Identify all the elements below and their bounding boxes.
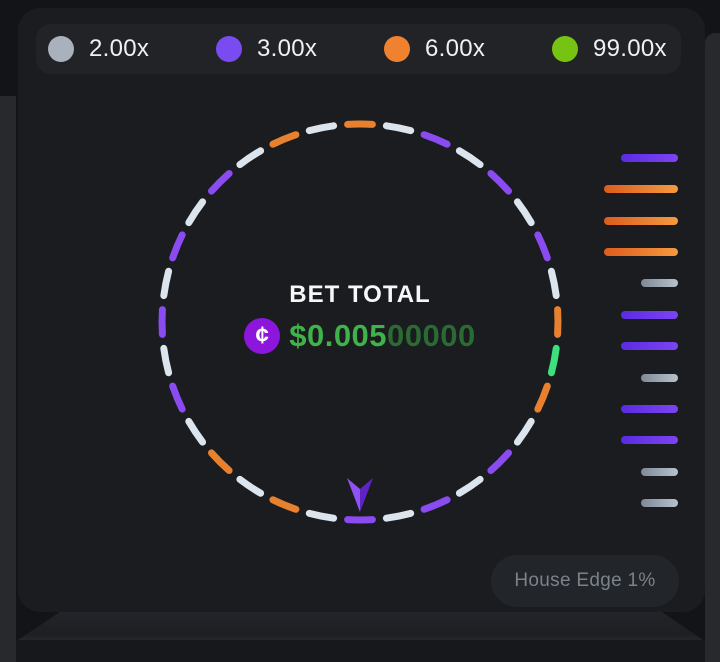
- legend-item-99.00x: 99.00x: [552, 35, 720, 63]
- history-bar-purple: [621, 154, 678, 162]
- wheel-segment-gray: [455, 147, 484, 169]
- wheel-segment-gray: [455, 475, 484, 497]
- history-bar-orange: [604, 185, 678, 193]
- cent-glyph: ¢: [255, 322, 269, 349]
- wheel-segment-purple: [169, 382, 186, 413]
- wheel-segment-purple: [208, 170, 233, 195]
- wheel-segment-gray: [160, 344, 173, 377]
- history-bar-gray: [641, 374, 678, 382]
- wheel-segment-purple: [534, 231, 551, 262]
- wheel-segment-green: [547, 344, 560, 377]
- wheel-segment-gray: [382, 509, 415, 522]
- wheel-segment-gray: [236, 147, 265, 169]
- wheel-segment-gray: [305, 122, 338, 135]
- legend-multiplier-label: 6.00x: [425, 35, 486, 62]
- wheel-segment-gray: [305, 509, 338, 522]
- wheel-segment-orange: [269, 496, 300, 513]
- legend-item-2.00x: 2.00x: [48, 35, 216, 63]
- history-bar-gray: [641, 468, 678, 476]
- wheel-segment-gray: [185, 417, 207, 446]
- house-edge-button[interactable]: House Edge 1%: [491, 555, 679, 607]
- wheel-segment-gray: [513, 198, 535, 227]
- wheel: [158, 120, 562, 524]
- wheel-segment-gray: [513, 417, 535, 446]
- wheel-segment-gray: [185, 198, 207, 227]
- wheel-segment-gray: [236, 475, 265, 497]
- gray-multiplier-dot-icon: [48, 36, 74, 62]
- game-panel: 2.00x 3.00x 6.00x 99.00x BET TOTAL ¢ $0.005…: [18, 8, 705, 612]
- page-bottom-background: [0, 640, 720, 662]
- right-edge-panel: [705, 33, 720, 662]
- wheel-segment-gray: [382, 122, 415, 135]
- bet-amount-row: ¢ $0.00500000: [140, 318, 580, 354]
- bet-total-label: BET TOTAL: [289, 281, 431, 308]
- legend-multiplier-label: 3.00x: [257, 35, 318, 62]
- legend-multiplier-label: 2.00x: [89, 35, 150, 62]
- multiplier-legend: 2.00x 3.00x 6.00x 99.00x: [36, 24, 681, 74]
- legend-multiplier-label: 99.00x: [593, 35, 667, 62]
- results-history-column: [598, 8, 678, 612]
- wheel-segment-gray: [160, 267, 173, 300]
- history-bar-purple: [621, 436, 678, 444]
- wheel-segment-orange: [269, 131, 300, 148]
- wheel-pointer-icon: [347, 478, 373, 512]
- wheel-segment-orange: [208, 449, 233, 474]
- purple-multiplier-dot-icon: [216, 36, 242, 62]
- wheel-segment-purple: [487, 449, 512, 474]
- wheel-segment-purple: [420, 496, 451, 513]
- left-edge-panel: [0, 96, 16, 662]
- wheel-segment-gray: [547, 267, 560, 300]
- history-bar-orange: [604, 217, 678, 225]
- green-multiplier-dot-icon: [552, 36, 578, 62]
- history-bar-orange: [604, 248, 678, 256]
- cent-coin-icon: ¢: [244, 318, 281, 354]
- history-bar-purple: [621, 311, 678, 319]
- legend-item-3.00x: 3.00x: [216, 35, 384, 63]
- history-bar-purple: [621, 342, 678, 350]
- wheel-segments: [158, 120, 562, 524]
- wheel-segment-purple: [169, 231, 186, 262]
- bet-total-block: BET TOTAL ¢ $0.00500000: [140, 281, 580, 354]
- wheel-segment-purple: [420, 131, 451, 148]
- bet-amount-significant: $0.005: [289, 318, 388, 353]
- orange-multiplier-dot-icon: [384, 36, 410, 62]
- history-bar-gray: [641, 499, 678, 507]
- bet-amount: $0.00500000: [289, 318, 476, 354]
- legend-item-6.00x: 6.00x: [384, 35, 552, 63]
- bet-amount-trailing-zeros: 00000: [387, 318, 476, 353]
- history-bar-gray: [641, 279, 678, 287]
- house-edge-label: House Edge 1%: [514, 570, 656, 591]
- wheel-segment-orange: [534, 382, 551, 413]
- history-bar-purple: [621, 405, 678, 413]
- wheel-segment-purple: [487, 170, 512, 195]
- panel-base-shelf: [18, 612, 703, 640]
